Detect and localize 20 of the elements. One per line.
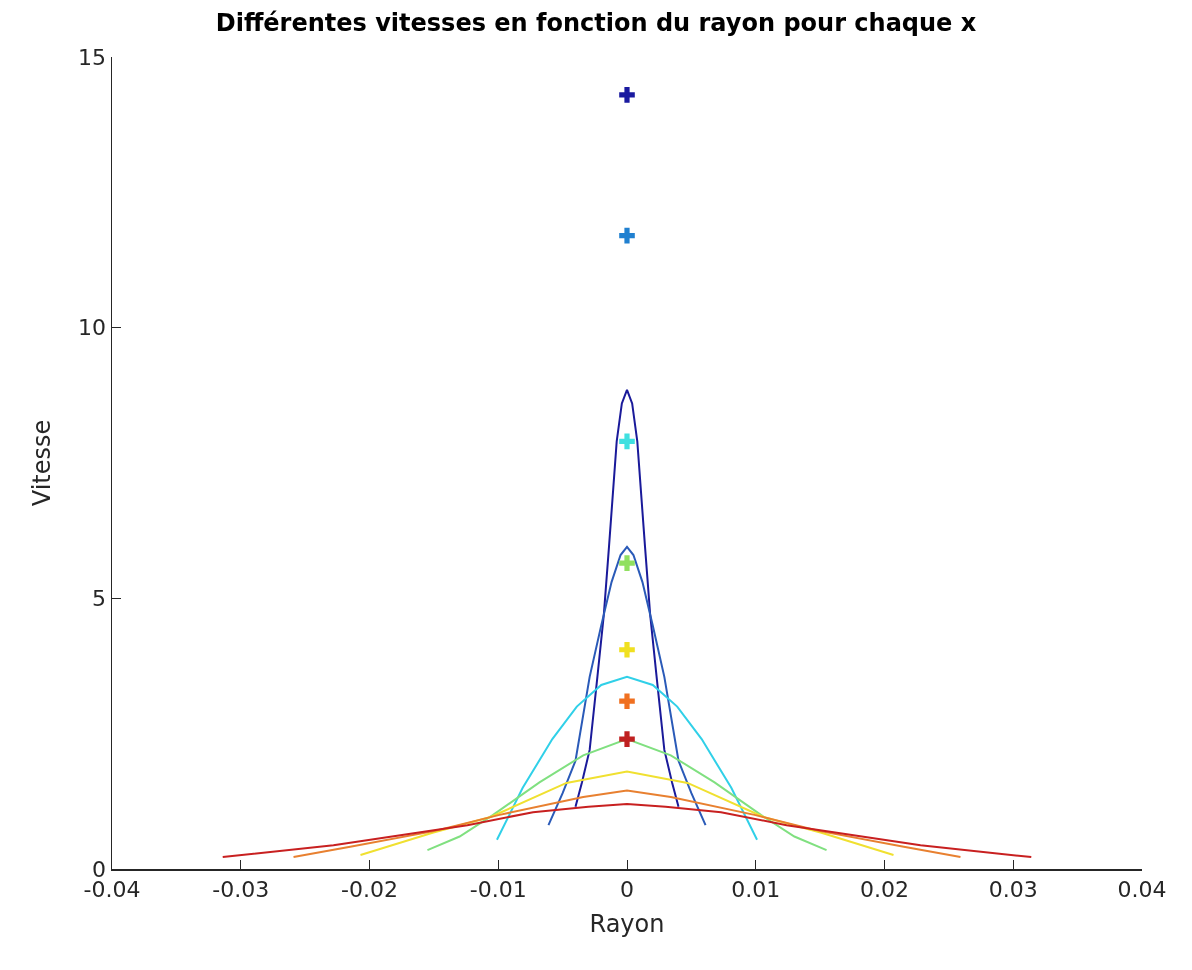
x-tick-label: 0 — [620, 876, 634, 902]
line-series — [359, 770, 895, 856]
x-tick-label: 0.02 — [860, 876, 909, 902]
x-tick-label: 0.03 — [988, 876, 1038, 902]
line-series — [495, 675, 759, 841]
x-tick-label: -0.02 — [341, 876, 398, 902]
x-tick-label: 0.01 — [731, 876, 781, 902]
line-series — [292, 789, 962, 859]
chart-title: Différentes vitesses en fonction du rayon pour chaque x — [215, 9, 977, 38]
line-series — [221, 803, 1033, 859]
y-tick-label: 10 — [78, 315, 107, 341]
line-series — [547, 545, 707, 827]
line-series — [574, 388, 680, 808]
x-tick-label: 0.04 — [1117, 876, 1167, 902]
x-tick-label: -0.03 — [212, 876, 270, 902]
x-axis-title: Rayon — [589, 909, 665, 938]
x-tick-label: -0.01 — [469, 876, 527, 902]
y-axis-title: Vitesse — [28, 419, 57, 507]
y-tick-label: 15 — [78, 44, 107, 70]
y-tick-label: 5 — [92, 586, 107, 612]
